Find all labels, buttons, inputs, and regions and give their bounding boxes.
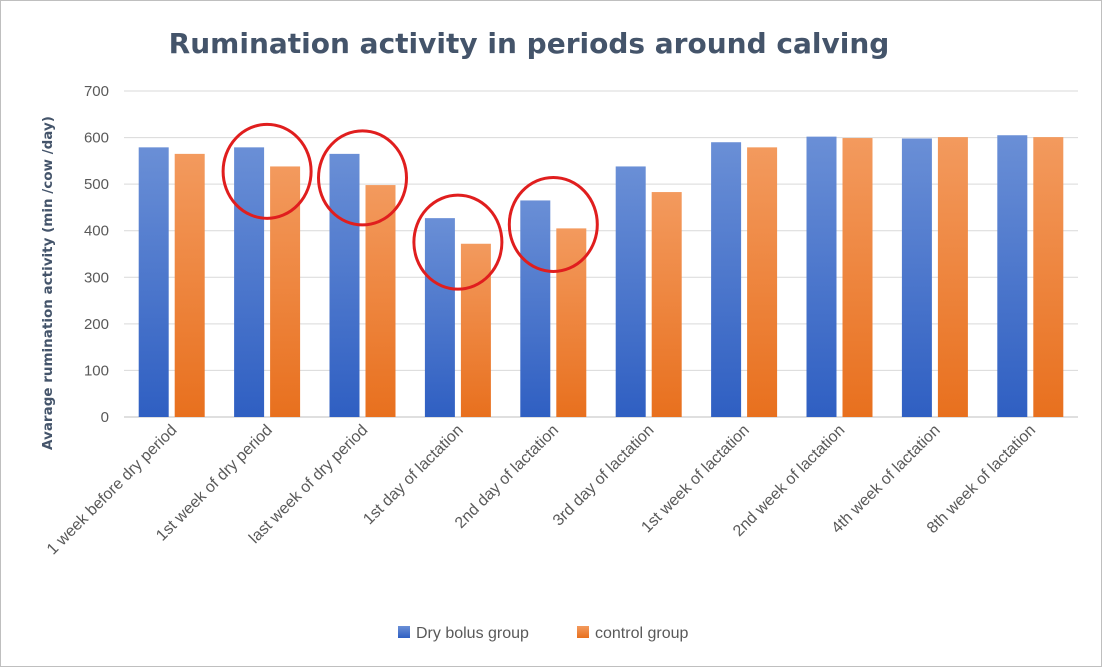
x-category-label: 4th week of lactation	[829, 422, 944, 537]
bar-dry-bolus	[329, 153, 360, 417]
y-tick-label: 600	[84, 130, 109, 147]
bar-control	[270, 166, 301, 417]
bar-control	[174, 153, 205, 417]
bar-control	[460, 243, 491, 417]
legend-label-control: control group	[595, 625, 688, 642]
bar-control	[842, 138, 873, 417]
bar-dry-bolus	[424, 218, 455, 417]
highlight-circle	[412, 193, 504, 291]
y-tick-label: 0	[101, 409, 109, 426]
bar-control	[937, 137, 968, 417]
bar-control	[1033, 137, 1064, 417]
y-tick-label: 100	[84, 362, 109, 379]
bar-dry-bolus	[138, 147, 169, 417]
annotations	[221, 122, 599, 291]
x-category-label: 1st day of lactation	[360, 422, 466, 528]
x-category-label: 1st week of lactation	[638, 422, 753, 537]
chart-title: Rumination activity in periods around ca…	[169, 27, 890, 60]
y-tick-label: 300	[84, 269, 109, 286]
x-category-label: 3rd day of lactation	[550, 422, 658, 530]
x-category-label: 2nd day of lactation	[452, 422, 562, 532]
highlight-circle	[221, 122, 313, 220]
bar-dry-bolus	[806, 136, 837, 417]
legend: Dry bolus group control group	[398, 625, 688, 642]
bars	[138, 135, 1064, 417]
bar-dry-bolus	[234, 147, 265, 417]
bar-dry-bolus	[711, 142, 742, 417]
legend-label-dry-bolus: Dry bolus group	[416, 625, 529, 642]
y-tick-label: 200	[84, 316, 109, 333]
y-axis-label: Avarage rumination activity (min /cow /d…	[40, 116, 56, 450]
bar-dry-bolus	[615, 166, 646, 417]
y-tick-label: 500	[84, 176, 109, 193]
y-tick-label: 400	[84, 223, 109, 240]
bar-control	[651, 192, 682, 417]
highlight-circle	[317, 129, 408, 227]
bar-dry-bolus	[901, 138, 932, 417]
x-category-label: 8th week of lactation	[924, 422, 1039, 537]
legend-swatch-control	[577, 626, 589, 638]
highlight-circle	[507, 175, 599, 273]
y-tick-label: 700	[84, 83, 109, 100]
y-axis-ticks: 0 100 200 300 400 500 600 700	[84, 83, 109, 426]
gridlines	[124, 90, 1078, 418]
bar-control	[747, 147, 778, 417]
legend-swatch-dry-bolus	[398, 626, 410, 638]
bar-dry-bolus	[997, 135, 1028, 417]
bar-dry-bolus	[520, 200, 551, 417]
bar-control	[556, 228, 587, 417]
